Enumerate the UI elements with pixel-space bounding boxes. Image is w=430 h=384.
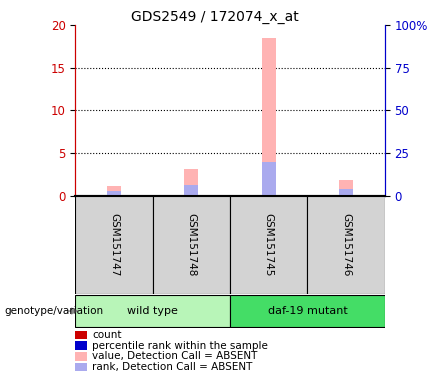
Bar — [75, 196, 153, 294]
Text: value, Detection Call = ABSENT: value, Detection Call = ABSENT — [92, 351, 258, 361]
Bar — [307, 196, 385, 294]
Bar — [339, 180, 353, 196]
Text: rank, Detection Call = ABSENT: rank, Detection Call = ABSENT — [92, 362, 253, 372]
Text: percentile rank within the sample: percentile rank within the sample — [92, 341, 268, 351]
Bar — [107, 187, 121, 196]
Text: GSM151747: GSM151747 — [109, 213, 119, 276]
Bar — [153, 196, 230, 294]
Text: GDS2549 / 172074_x_at: GDS2549 / 172074_x_at — [131, 10, 299, 23]
Bar — [262, 162, 276, 196]
Bar — [184, 169, 198, 196]
Text: wild type: wild type — [127, 306, 178, 316]
Text: GSM151746: GSM151746 — [341, 213, 351, 276]
Text: genotype/variation: genotype/variation — [4, 306, 104, 316]
Bar — [339, 189, 353, 196]
Text: GSM151745: GSM151745 — [264, 213, 274, 276]
Text: daf-19 mutant: daf-19 mutant — [267, 306, 347, 316]
Text: GSM151748: GSM151748 — [186, 213, 197, 276]
Text: count: count — [92, 330, 122, 340]
Bar — [230, 296, 385, 326]
Bar — [75, 296, 230, 326]
Bar — [107, 191, 121, 196]
Bar — [184, 185, 198, 196]
Bar — [262, 38, 276, 196]
Bar — [230, 196, 307, 294]
